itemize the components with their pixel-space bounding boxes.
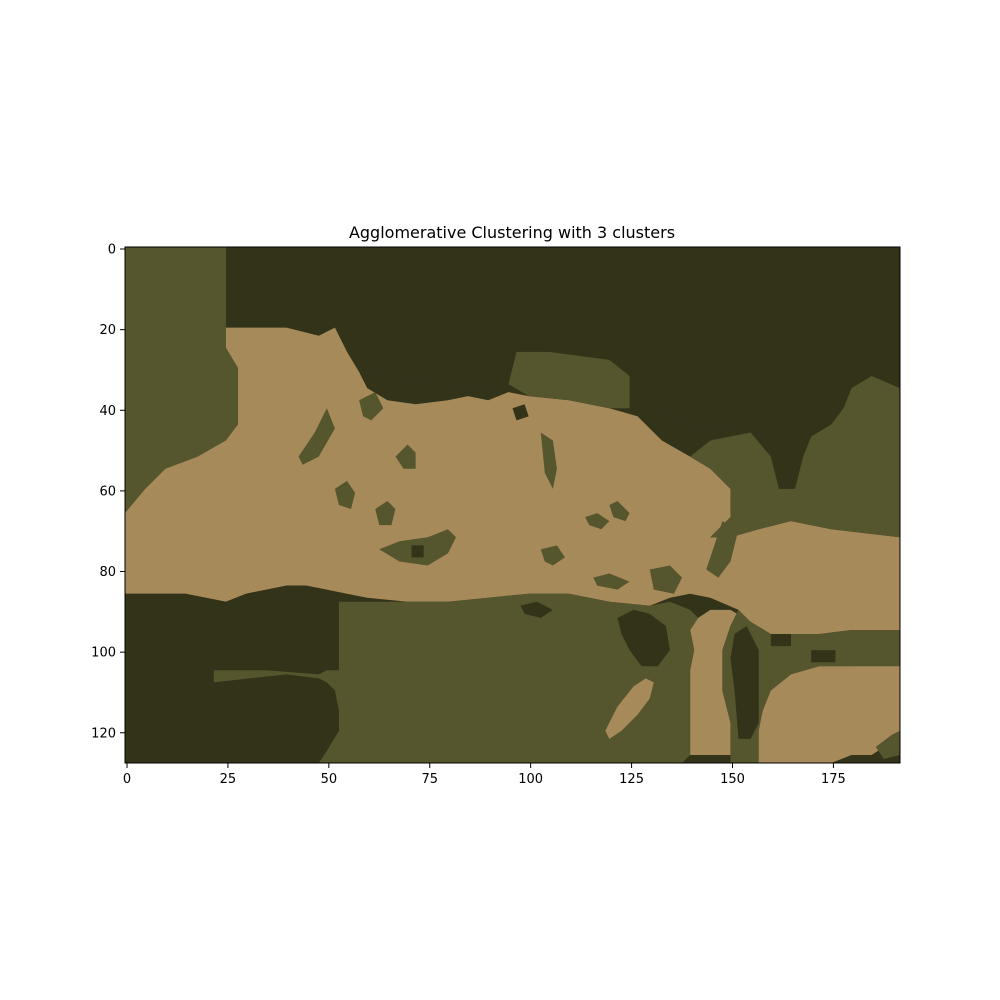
- cluster-region-10: [690, 376, 900, 538]
- chart-title: Agglomerative Clustering with 3 clusters: [349, 223, 675, 242]
- y-tick-label: 0: [108, 243, 116, 258]
- cluster-region-6: [605, 678, 654, 739]
- axes-frame: [124, 246, 901, 764]
- cluster-region-11: [508, 351, 630, 409]
- cluster-heatmap: [125, 247, 900, 763]
- x-tick-label: 0: [123, 772, 131, 787]
- cluster-region-32: [593, 573, 630, 590]
- cluster-region-13: [395, 444, 416, 469]
- x-tick-label: 175: [821, 772, 846, 787]
- y-tick-label: 100: [91, 646, 116, 661]
- cluster-region-21: [706, 521, 739, 578]
- x-tick-label: 75: [421, 772, 438, 787]
- cluster-region-20: [540, 545, 565, 566]
- cluster-region-15: [375, 500, 396, 526]
- cluster-region-18: [585, 513, 610, 530]
- cluster-region-24: [137, 549, 174, 566]
- cluster-region-29: [811, 650, 836, 663]
- cluster-region-5: [617, 609, 670, 667]
- x-tick-label: 150: [720, 772, 745, 787]
- cluster-region-7: [722, 609, 900, 763]
- x-tick-label: 50: [321, 772, 338, 787]
- y-tick-label: 120: [91, 726, 116, 741]
- cluster-region-12: [298, 408, 335, 465]
- cluster-region-25: [512, 404, 529, 421]
- y-tick-label: 40: [99, 404, 116, 419]
- cluster-region-8: [730, 625, 759, 739]
- cluster-region-26: [411, 545, 424, 558]
- y-tick-label: 60: [99, 484, 116, 499]
- cluster-region-3: [125, 585, 339, 763]
- x-tick-label: 25: [220, 772, 237, 787]
- cluster-region-27: [520, 601, 553, 618]
- cluster-region-14: [334, 480, 356, 510]
- cluster-region-22: [649, 565, 683, 594]
- y-axis: 0 20 40 60 80 100 120: [91, 243, 125, 741]
- x-axis: 0 25 50 75 100 125 150 175: [123, 763, 846, 787]
- cluster-region-17: [540, 432, 557, 489]
- y-tick-label: 80: [99, 565, 116, 580]
- cluster-region-0: [125, 247, 900, 514]
- cluster-region-30: [286, 585, 303, 598]
- cluster-region-4: [213, 593, 699, 763]
- x-tick-label: 100: [518, 772, 543, 787]
- cluster-region-19: [609, 500, 630, 522]
- x-tick-label: 125: [619, 772, 644, 787]
- cluster-region-23: [359, 392, 384, 421]
- cluster-region-28: [770, 634, 792, 647]
- y-tick-label: 20: [99, 323, 116, 338]
- cluster-region-9: [758, 666, 900, 763]
- cluster-region-31: [875, 730, 900, 759]
